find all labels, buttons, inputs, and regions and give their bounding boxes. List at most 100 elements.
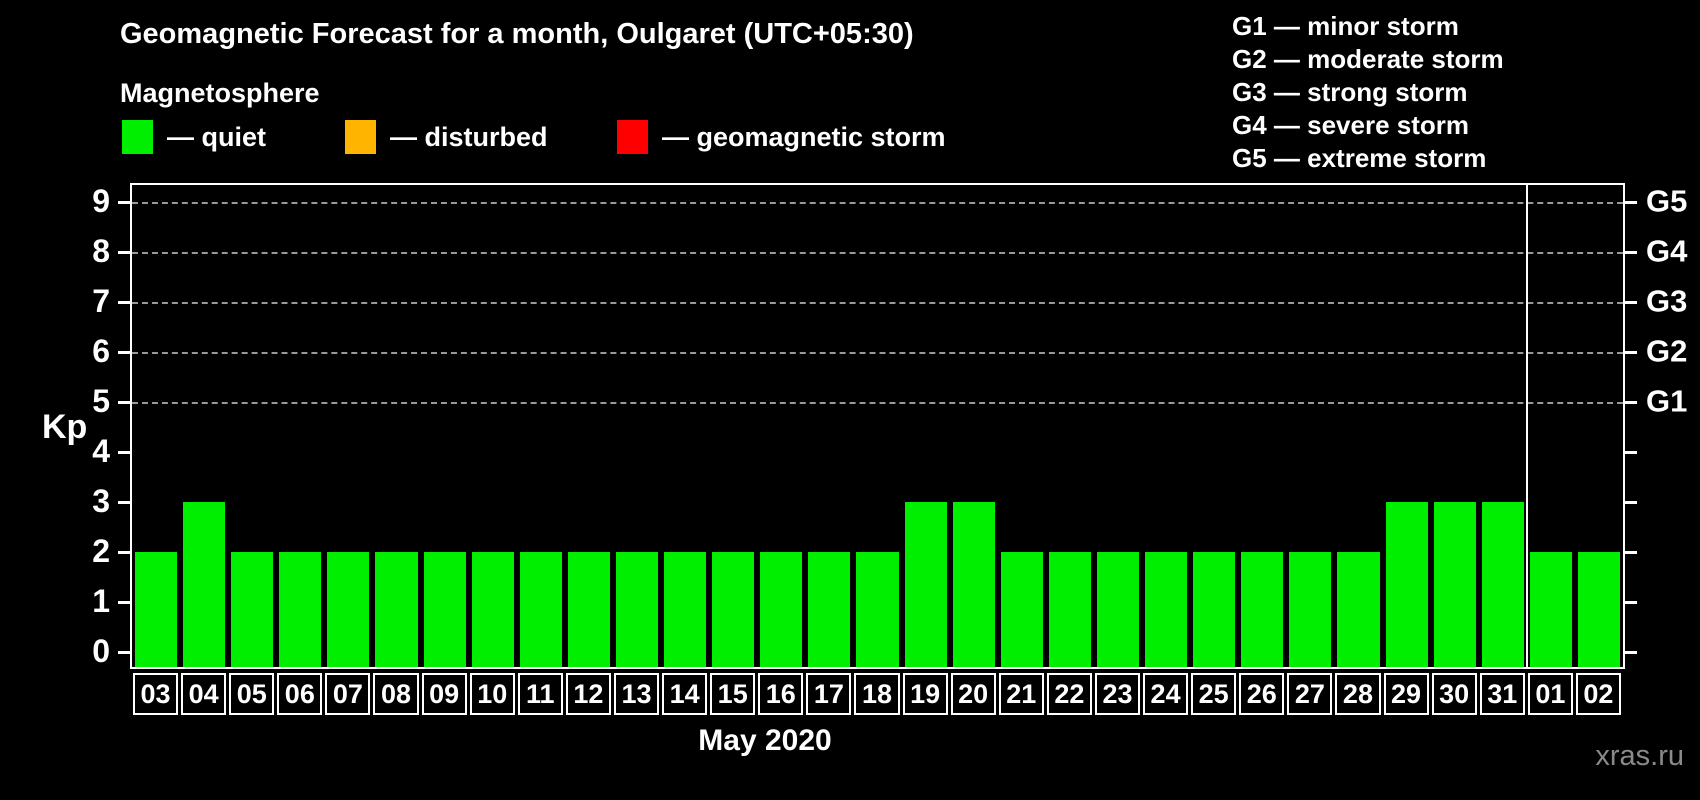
date-label-15: 15 bbox=[710, 673, 756, 715]
bar-day-04 bbox=[183, 502, 226, 667]
g4-legend-line: G4 — severe storm bbox=[1232, 110, 1470, 140]
date-label-10: 10 bbox=[469, 673, 515, 715]
bar-day-31 bbox=[1481, 502, 1524, 667]
legend-item-disturbed: — disturbed bbox=[345, 120, 548, 154]
gridline-kp6 bbox=[132, 352, 1623, 354]
left-tick-kp6 bbox=[118, 350, 130, 354]
date-label-25: 25 bbox=[1191, 673, 1237, 715]
date-label-23: 23 bbox=[1094, 673, 1141, 715]
date-label-19: 19 bbox=[902, 673, 948, 715]
storm-color-swatch bbox=[617, 120, 648, 154]
bar-day-03 bbox=[135, 552, 178, 667]
legend-item-storm: — geomagnetic storm bbox=[617, 120, 946, 154]
y-axis-title: Kp bbox=[42, 408, 88, 446]
bar-day-17 bbox=[808, 552, 851, 667]
g-scale-legend: G1 — minor storm G2 — moderate storm G3 … bbox=[1232, 10, 1504, 175]
gridline-kp5 bbox=[132, 402, 1623, 404]
y-tick-label-8: 8 bbox=[92, 232, 110, 269]
date-label-14: 14 bbox=[662, 673, 708, 715]
bar-day-10 bbox=[471, 552, 514, 667]
page-title: Geomagnetic Forecast for a month, Oulgar… bbox=[120, 18, 914, 50]
bar-day-22 bbox=[1048, 552, 1091, 667]
right-tick-kp3 bbox=[1625, 500, 1637, 504]
gridline-kp8 bbox=[132, 252, 1623, 254]
date-label-13: 13 bbox=[613, 673, 660, 715]
date-label-31: 31 bbox=[1479, 673, 1525, 715]
bar-day-19 bbox=[904, 502, 947, 667]
month-separator-line bbox=[1525, 185, 1528, 667]
quiet-color-swatch bbox=[122, 120, 153, 154]
date-label-06: 06 bbox=[277, 673, 323, 715]
y-tick-label-1: 1 bbox=[92, 582, 110, 619]
date-label-17: 17 bbox=[806, 673, 852, 715]
right-tick-kp0 bbox=[1625, 650, 1637, 654]
g3-legend-line: G3 — strong storm bbox=[1232, 77, 1468, 107]
date-label-22: 22 bbox=[1046, 673, 1092, 715]
bar-day-09 bbox=[423, 552, 466, 667]
bar-day-30 bbox=[1433, 502, 1476, 667]
date-label-02: 02 bbox=[1575, 673, 1621, 715]
date-label-08: 08 bbox=[373, 673, 419, 715]
bar-day-15 bbox=[712, 552, 755, 667]
right-tick-kp9 bbox=[1625, 200, 1637, 204]
left-tick-kp5 bbox=[118, 400, 130, 404]
bar-day-18 bbox=[856, 552, 899, 667]
y-tick-label-2: 2 bbox=[92, 532, 110, 569]
g5-legend-line: G5 — extreme storm bbox=[1232, 143, 1487, 173]
date-label-11: 11 bbox=[517, 673, 563, 715]
date-label-21: 21 bbox=[998, 673, 1044, 715]
bar-day-08 bbox=[375, 552, 418, 667]
right-tick-kp7 bbox=[1625, 300, 1637, 304]
bar-day-23 bbox=[1096, 552, 1140, 667]
right-tick-kp4 bbox=[1625, 450, 1637, 454]
right-axis-label-g2: G2 bbox=[1646, 333, 1688, 369]
gridline-kp7 bbox=[132, 302, 1623, 304]
bar-day-12 bbox=[567, 552, 610, 667]
right-tick-kp2 bbox=[1625, 550, 1637, 554]
date-label-29: 29 bbox=[1383, 673, 1429, 715]
right-axis-label-g3: G3 bbox=[1646, 283, 1688, 319]
bar-day-02 bbox=[1577, 552, 1620, 667]
bar-day-26 bbox=[1241, 552, 1284, 667]
left-tick-kp8 bbox=[118, 250, 130, 254]
left-tick-kp2 bbox=[118, 550, 130, 554]
right-axis-label-g5: G5 bbox=[1646, 183, 1688, 219]
date-label-12: 12 bbox=[565, 673, 611, 715]
legend-quiet-label: — quiet bbox=[167, 121, 266, 152]
date-label-28: 28 bbox=[1335, 673, 1381, 715]
y-tick-label-4: 4 bbox=[92, 432, 110, 469]
bar-day-28 bbox=[1337, 552, 1380, 667]
y-tick-label-9: 9 bbox=[92, 182, 110, 219]
bar-day-05 bbox=[231, 552, 274, 667]
date-label-20: 20 bbox=[950, 673, 996, 715]
right-tick-kp8 bbox=[1625, 250, 1637, 254]
gridline-kp9 bbox=[132, 202, 1623, 204]
date-label-16: 16 bbox=[758, 673, 804, 715]
y-tick-label-3: 3 bbox=[92, 482, 110, 519]
g1-legend-line: G1 — minor storm bbox=[1232, 11, 1459, 41]
right-axis-label-g1: G1 bbox=[1646, 383, 1688, 419]
bar-day-21 bbox=[1000, 552, 1043, 667]
y-tick-label-6: 6 bbox=[92, 332, 110, 369]
bar-day-20 bbox=[952, 502, 995, 667]
x-axis-title: May 2020 bbox=[698, 724, 832, 757]
bar-day-07 bbox=[327, 552, 370, 667]
bar-day-27 bbox=[1289, 552, 1332, 667]
left-tick-kp0 bbox=[118, 650, 130, 654]
left-tick-kp1 bbox=[118, 600, 130, 604]
bar-day-16 bbox=[760, 552, 803, 667]
date-label-18: 18 bbox=[854, 673, 900, 715]
y-tick-label-7: 7 bbox=[92, 282, 110, 319]
bar-day-01 bbox=[1529, 552, 1572, 667]
right-tick-kp1 bbox=[1625, 600, 1637, 604]
date-label-03: 03 bbox=[133, 673, 179, 715]
left-tick-kp9 bbox=[118, 200, 130, 204]
right-tick-kp5 bbox=[1625, 400, 1637, 404]
disturbed-color-swatch bbox=[345, 120, 376, 154]
bar-day-13 bbox=[615, 552, 659, 667]
left-tick-kp3 bbox=[118, 500, 130, 504]
date-label-09: 09 bbox=[421, 673, 467, 715]
legend-disturbed-label: — disturbed bbox=[390, 121, 548, 152]
bar-day-06 bbox=[279, 552, 322, 667]
date-label-30: 30 bbox=[1431, 673, 1477, 715]
